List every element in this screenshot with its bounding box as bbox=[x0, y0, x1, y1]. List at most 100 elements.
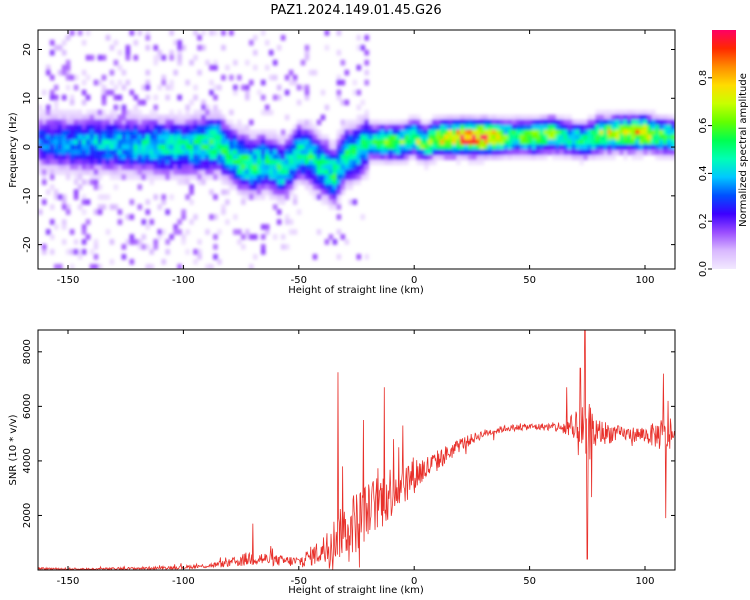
spectrogram-cell bbox=[284, 164, 290, 171]
spectrogram-cell bbox=[209, 79, 214, 86]
spectrogram-cell bbox=[213, 94, 218, 101]
spectrogram-cell bbox=[599, 109, 604, 116]
spectrogram-cell bbox=[61, 219, 67, 225]
spectrogram-cell bbox=[77, 169, 83, 175]
spectrogram-cell bbox=[312, 149, 318, 156]
spectrogram-cell bbox=[440, 139, 445, 146]
spectrogram-cell bbox=[619, 119, 624, 126]
spectrogram-cell bbox=[97, 149, 103, 156]
spectrogram-cell bbox=[197, 144, 202, 151]
spectrogram-cell bbox=[233, 154, 238, 161]
spectrogram-cell bbox=[424, 124, 429, 131]
spectrogram-cell bbox=[619, 124, 624, 131]
spectrogram-cell bbox=[61, 164, 67, 171]
spectrogram-cell bbox=[292, 139, 298, 146]
spectrogram-cell bbox=[535, 139, 541, 146]
spectrogram-cell bbox=[348, 179, 354, 185]
spectrogram-cell bbox=[165, 239, 170, 245]
spectrogram-cell bbox=[137, 174, 143, 180]
spectrogram-cell bbox=[57, 159, 63, 166]
spectrogram-cell bbox=[320, 179, 326, 185]
spectrogram-cell bbox=[280, 199, 286, 205]
spectrogram-cell bbox=[463, 114, 469, 121]
spectrogram-cell bbox=[245, 154, 250, 161]
spectrogram-cell bbox=[292, 154, 298, 161]
spectrogram-cell bbox=[61, 94, 67, 101]
spectrogram-cell bbox=[364, 169, 370, 175]
spectrogram-cell bbox=[364, 154, 370, 161]
spectrogram-cell bbox=[149, 134, 155, 141]
spectrogram-cell bbox=[587, 144, 592, 151]
spectrogram-cell bbox=[149, 119, 155, 126]
spectrogram-cell bbox=[280, 194, 286, 200]
spectrogram-cell bbox=[635, 144, 640, 151]
spectrogram-cell bbox=[65, 129, 71, 136]
spectrogram-cell bbox=[304, 54, 310, 61]
spectrogram-cell bbox=[360, 159, 366, 166]
spectrogram-cell bbox=[388, 149, 393, 156]
spectrogram-cell bbox=[264, 109, 270, 116]
spectrogram-cell bbox=[201, 174, 206, 180]
spectrogram-cell bbox=[165, 94, 170, 101]
spectrogram-cell bbox=[368, 124, 374, 131]
spectrogram-cell bbox=[53, 189, 59, 195]
spectrogram-cell bbox=[205, 229, 210, 235]
spectrogram-cell bbox=[38, 109, 43, 116]
spectrogram-cell bbox=[623, 114, 628, 121]
spectrogram-cell bbox=[599, 124, 604, 131]
spectrogram-cell bbox=[452, 114, 457, 121]
spectrogram-cell bbox=[217, 149, 222, 156]
spectrogram-cell bbox=[241, 199, 246, 205]
spectrogram-cell bbox=[463, 139, 469, 146]
spectrogram-cell bbox=[69, 119, 75, 126]
spectrogram-cell bbox=[655, 114, 660, 121]
spectrogram-cell bbox=[81, 129, 87, 136]
spectrogram-cell bbox=[169, 119, 174, 126]
spectrogram-cell bbox=[137, 159, 143, 166]
spectrogram-cell bbox=[145, 129, 151, 136]
spectrogram-cell bbox=[452, 119, 457, 126]
spectrogram-cell bbox=[73, 169, 79, 175]
spectrogram-cell bbox=[651, 144, 656, 151]
spectrogram-cell bbox=[332, 204, 338, 210]
spectrogram-cell bbox=[316, 229, 322, 235]
spectrogram-cell bbox=[197, 129, 202, 136]
spectrogram-cell bbox=[153, 54, 159, 61]
spectrogram-cell bbox=[591, 149, 596, 156]
spectrogram-cell bbox=[555, 119, 561, 126]
spectrogram-cell bbox=[177, 129, 182, 136]
spectrogram-cell bbox=[288, 184, 294, 190]
spectrogram-cell bbox=[611, 134, 616, 141]
spectrogram-cell bbox=[38, 154, 43, 161]
spectrogram-cell bbox=[623, 154, 628, 161]
spectrogram-cell bbox=[276, 144, 282, 151]
spectrogram-cell bbox=[272, 59, 278, 66]
spectrogram-cell bbox=[404, 154, 409, 161]
spectrogram-cell bbox=[85, 94, 91, 101]
spectrogram-cell bbox=[129, 30, 135, 36]
spectrogram-cell bbox=[181, 139, 186, 146]
spectrogram-cell bbox=[185, 149, 190, 156]
spectrogram-cell bbox=[268, 74, 274, 81]
spectrogram-cell bbox=[336, 254, 342, 260]
spectrogram-cell bbox=[272, 94, 278, 101]
spectrogram-cell bbox=[420, 129, 425, 136]
spectrogram-cell bbox=[639, 134, 644, 141]
spectrogram-cell bbox=[129, 169, 135, 175]
spectrogram-cell bbox=[348, 139, 354, 146]
spectrogram-cell bbox=[85, 219, 91, 225]
spectrogram-cell bbox=[161, 199, 166, 205]
spectrogram-cell bbox=[145, 154, 151, 161]
spectrogram-cell bbox=[101, 129, 107, 136]
spectrogram-cell bbox=[85, 139, 91, 146]
spectrogram-cell bbox=[185, 169, 190, 175]
spectrogram-cell bbox=[137, 30, 143, 36]
spectrogram-cell bbox=[113, 114, 119, 121]
x-tick-label: 50 bbox=[523, 275, 536, 286]
spectrogram-cell bbox=[113, 149, 119, 156]
spectrogram-cell bbox=[73, 189, 79, 195]
spectrogram-cell bbox=[264, 64, 270, 71]
spectrogram-cell bbox=[85, 114, 91, 121]
spectrogram-cell bbox=[352, 89, 358, 96]
spectrogram-cell bbox=[117, 114, 123, 121]
